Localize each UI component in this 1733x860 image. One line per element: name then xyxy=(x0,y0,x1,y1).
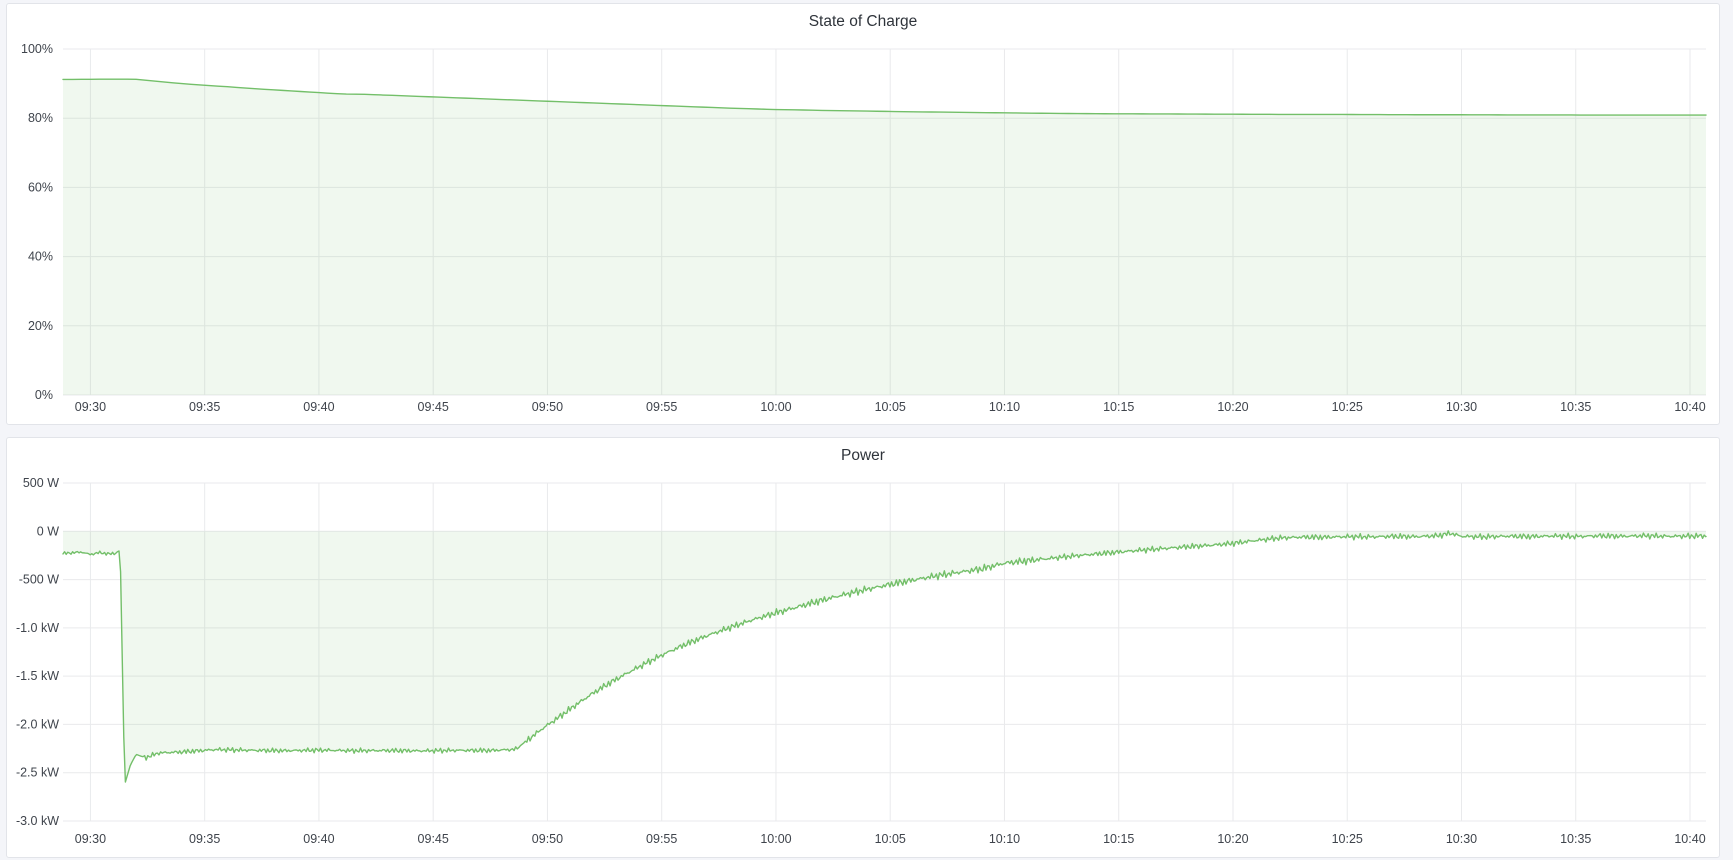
x-tick-label: 10:00 xyxy=(760,400,791,414)
x-tick-label: 10:20 xyxy=(1217,832,1248,846)
x-tick-label: 09:55 xyxy=(646,400,677,414)
x-tick-label: 09:50 xyxy=(532,832,563,846)
series-line xyxy=(62,78,1707,116)
x-tick-label: 09:35 xyxy=(189,832,220,846)
x-tick-label: 10:40 xyxy=(1674,400,1705,414)
x-tick-label: 10:15 xyxy=(1103,400,1134,414)
x-tick-label: 10:25 xyxy=(1332,400,1363,414)
x-tick-label: 09:35 xyxy=(189,400,220,414)
x-tick-label: 10:30 xyxy=(1446,832,1477,846)
y-tick-label: -2.0 kW xyxy=(16,717,59,731)
x-tick-label: 10:25 xyxy=(1332,832,1363,846)
x-tick-label: 10:10 xyxy=(989,832,1020,846)
x-tick-label: 10:15 xyxy=(1103,832,1134,846)
x-tick-label: 09:30 xyxy=(75,832,106,846)
power-chart-canvas[interactable]: 500 W 0 W -500 W -1.0 kW -1.5 kW -2.0 kW -2.5 … xyxy=(7,438,1719,857)
y-tick-label: -1.5 kW xyxy=(16,669,59,683)
x-tick-label: 09:45 xyxy=(418,400,449,414)
soc-chart-canvas[interactable]: 0% 20% 40% 60% 80% 100% 09:30 09:35 09:40 09:45 09… xyxy=(7,4,1719,424)
panel-power: Power 500 W 0 W -500 W -1.0 kW -1.5 kW -2.0 k… xyxy=(6,437,1720,858)
x-tick-label: 10:35 xyxy=(1560,400,1591,414)
y-tick-label: 500 W xyxy=(23,476,59,490)
x-tick-label: 09:45 xyxy=(418,832,449,846)
series-area xyxy=(63,530,1706,782)
x-tick-label: 10:30 xyxy=(1446,400,1477,414)
x-tick-label: 09:50 xyxy=(532,400,563,414)
x-tick-label: 09:55 xyxy=(646,832,677,846)
y-tick-label: 0 W xyxy=(37,524,59,538)
y-tick-label: -500 W xyxy=(19,573,59,587)
x-tick-label: 10:05 xyxy=(875,400,906,414)
x-tick-label: 09:30 xyxy=(75,400,106,414)
y-tick-label: -2.5 kW xyxy=(16,766,59,780)
x-tick-label: 09:40 xyxy=(303,832,334,846)
x-tick-label: 10:00 xyxy=(760,832,791,846)
x-tick-label: 10:05 xyxy=(875,832,906,846)
x-tick-label: 10:40 xyxy=(1674,832,1705,846)
y-tick-label: 100% xyxy=(21,42,53,56)
x-tick-label: 10:10 xyxy=(989,400,1020,414)
x-tick-label: 09:40 xyxy=(303,400,334,414)
y-tick-label: 60% xyxy=(28,180,53,194)
y-tick-label: 80% xyxy=(28,111,53,125)
series-line xyxy=(62,530,1707,783)
y-tick-label: -3.0 kW xyxy=(16,814,59,828)
panel-title: Power xyxy=(841,447,885,464)
y-tick-label: -1.0 kW xyxy=(16,621,59,635)
y-tick-label: 20% xyxy=(28,319,53,333)
panel-title: State of Charge xyxy=(808,13,918,30)
series-area xyxy=(63,79,1706,395)
panel-state-of-charge: State of Charge 0% 20% 40% 60% 80% 100% 09:30 0… xyxy=(6,3,1720,425)
y-tick-label: 0% xyxy=(35,388,53,402)
x-tick-label: 10:35 xyxy=(1560,832,1591,846)
y-tick-label: 40% xyxy=(28,250,53,264)
x-tick-label: 10:20 xyxy=(1217,400,1248,414)
